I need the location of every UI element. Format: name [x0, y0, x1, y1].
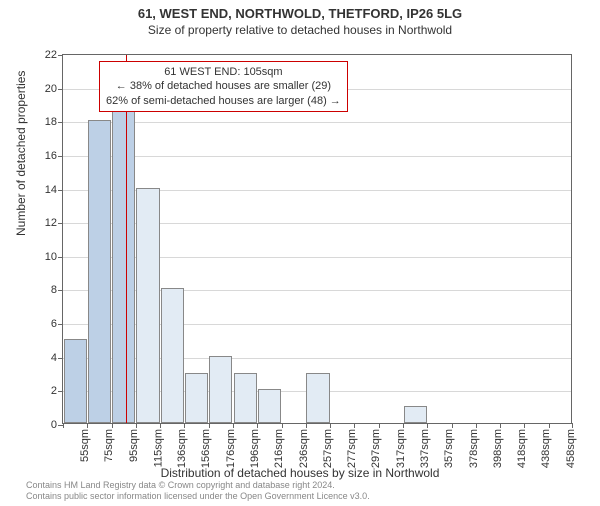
x-tick-mark — [136, 423, 137, 428]
x-tick-mark — [403, 423, 404, 428]
x-tick-label: 236sqm — [298, 429, 310, 468]
histogram-bar — [161, 288, 184, 423]
histogram-bar — [404, 406, 427, 423]
histogram-bar — [185, 373, 208, 423]
y-tick-mark — [58, 290, 63, 291]
y-tick-mark — [58, 55, 63, 56]
x-tick-mark — [63, 423, 64, 428]
y-tick-mark — [58, 122, 63, 123]
x-tick-label: 277sqm — [346, 429, 358, 468]
x-tick-mark — [233, 423, 234, 428]
x-tick-mark — [452, 423, 453, 428]
x-tick-mark — [549, 423, 550, 428]
x-tick-label: 378sqm — [468, 429, 480, 468]
y-tick-mark — [58, 257, 63, 258]
footer-line1: Contains HM Land Registry data © Crown c… — [26, 480, 370, 491]
x-tick-mark — [184, 423, 185, 428]
x-tick-label: 418sqm — [516, 429, 528, 468]
x-tick-label: 337sqm — [419, 429, 431, 468]
x-tick-label: 55sqm — [79, 429, 91, 462]
y-tick-mark — [58, 156, 63, 157]
chart-subtitle: Size of property relative to detached ho… — [0, 23, 600, 37]
x-tick-label: 95sqm — [128, 429, 140, 462]
annotation-line: ← 38% of detached houses are smaller (29… — [106, 79, 341, 93]
chart-container: 024681012141618202255sqm75sqm95sqm115sqm… — [62, 54, 572, 424]
x-tick-mark — [160, 423, 161, 428]
x-tick-mark — [500, 423, 501, 428]
y-tick-mark — [58, 391, 63, 392]
x-tick-mark — [330, 423, 331, 428]
footer-attribution: Contains HM Land Registry data © Crown c… — [26, 480, 370, 502]
annotation-box: 61 WEST END: 105sqm← 38% of detached hou… — [99, 61, 348, 112]
x-tick-mark — [282, 423, 283, 428]
x-tick-mark — [306, 423, 307, 428]
x-tick-mark — [427, 423, 428, 428]
histogram-bar — [234, 373, 257, 423]
histogram-bar — [64, 339, 87, 423]
x-tick-label: 136sqm — [176, 429, 188, 468]
x-tick-mark — [379, 423, 380, 428]
histogram-bar — [209, 356, 232, 423]
y-tick-mark — [58, 223, 63, 224]
x-tick-label: 156sqm — [201, 429, 213, 468]
x-tick-label: 458sqm — [565, 429, 577, 468]
x-tick-mark — [209, 423, 210, 428]
annotation-line: 61 WEST END: 105sqm — [106, 65, 341, 79]
x-tick-label: 297sqm — [371, 429, 383, 468]
gridline — [63, 156, 571, 157]
x-tick-mark — [87, 423, 88, 428]
x-axis-title: Distribution of detached houses by size … — [0, 466, 600, 480]
histogram-bar — [306, 373, 329, 423]
x-tick-label: 398sqm — [492, 429, 504, 468]
footer-line2: Contains public sector information licen… — [26, 491, 370, 502]
histogram-bar — [88, 120, 111, 423]
gridline — [63, 122, 571, 123]
x-tick-mark — [572, 423, 573, 428]
x-tick-mark — [257, 423, 258, 428]
y-tick-mark — [58, 324, 63, 325]
x-tick-label: 357sqm — [443, 429, 455, 468]
x-tick-mark — [112, 423, 113, 428]
histogram-bar — [112, 103, 135, 423]
histogram-bar — [258, 389, 281, 423]
y-tick-mark — [58, 190, 63, 191]
plot-area: 024681012141618202255sqm75sqm95sqm115sqm… — [62, 54, 572, 424]
y-tick-mark — [58, 89, 63, 90]
x-tick-label: 317sqm — [395, 429, 407, 468]
x-tick-mark — [524, 423, 525, 428]
y-tick-mark — [58, 358, 63, 359]
histogram-bar — [136, 188, 159, 423]
x-tick-label: 115sqm — [152, 429, 164, 467]
x-tick-label: 257sqm — [322, 429, 334, 468]
x-tick-mark — [476, 423, 477, 428]
x-tick-label: 75sqm — [103, 429, 115, 462]
x-tick-label: 216sqm — [273, 429, 285, 468]
x-tick-label: 438sqm — [541, 429, 553, 468]
x-tick-mark — [354, 423, 355, 428]
chart-title: 61, WEST END, NORTHWOLD, THETFORD, IP26 … — [0, 6, 600, 21]
x-tick-label: 176sqm — [225, 429, 237, 468]
x-tick-label: 196sqm — [249, 429, 261, 468]
annotation-line: 62% of semi-detached houses are larger (… — [106, 94, 341, 108]
y-axis-title: Number of detached properties — [14, 71, 28, 236]
